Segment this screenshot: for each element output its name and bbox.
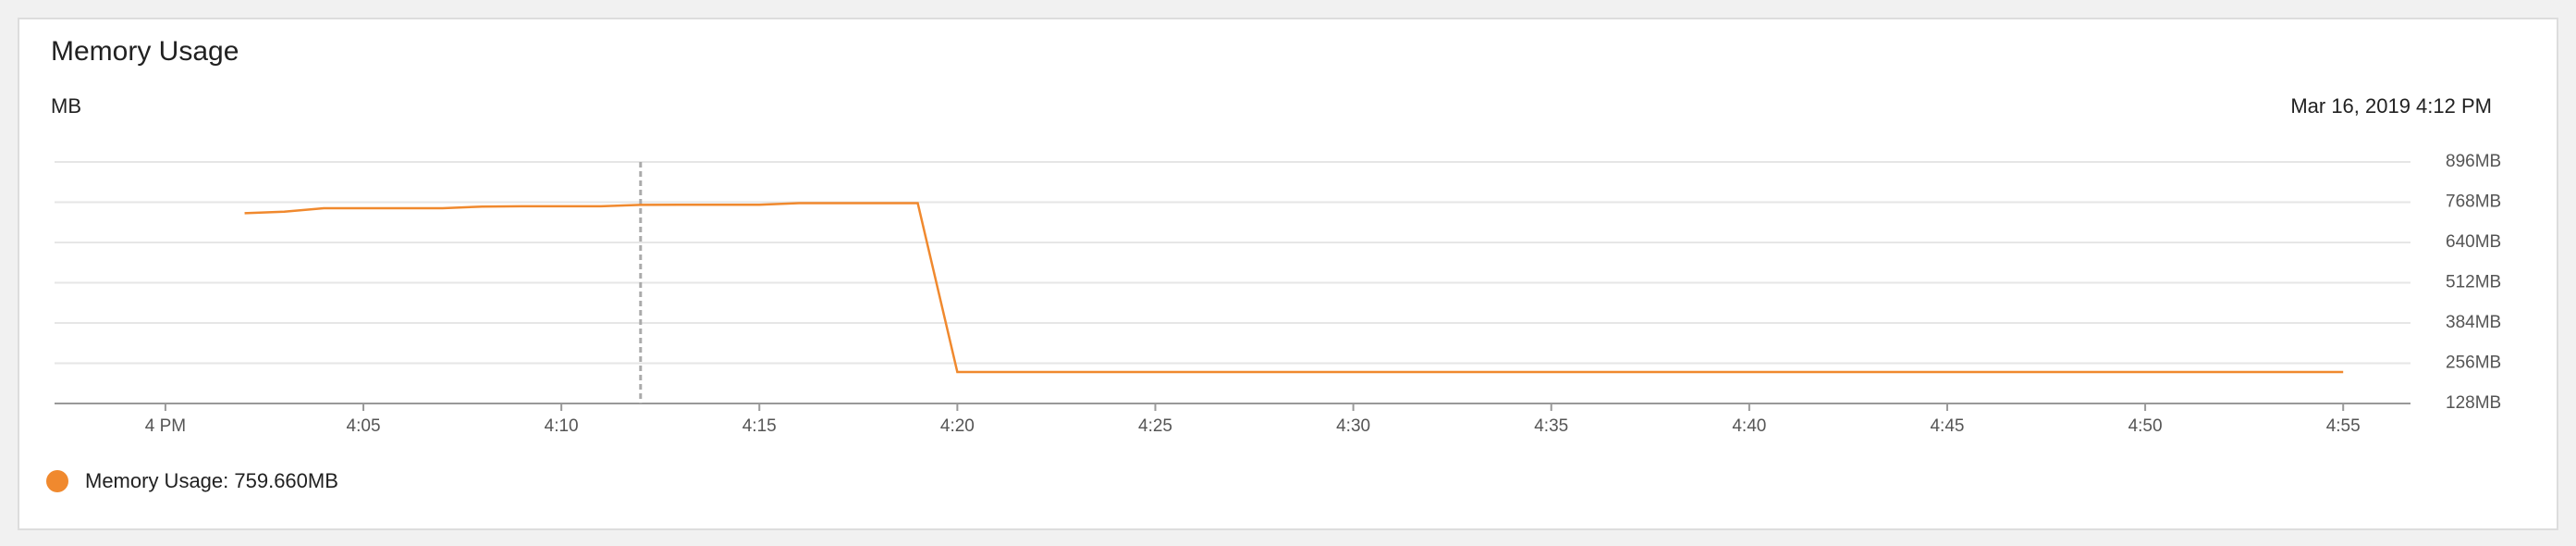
line [244, 202, 2344, 374]
x-tick-label: 4:30 [1336, 416, 1370, 436]
legend-swatch [46, 470, 68, 492]
x-tick-label: 4:25 [1138, 416, 1172, 436]
x-tick-label: 4:55 [2326, 416, 2361, 436]
card [18, 18, 2558, 530]
x-tick-label: 4:40 [1732, 416, 1766, 436]
x-tick-label: 4:50 [2128, 416, 2163, 436]
y-tick-label: 896MB [2446, 152, 2501, 171]
y-tick-label: 256MB [2446, 354, 2501, 373]
y-axis-label: MB [51, 94, 81, 118]
y-tick-label: 384MB [2446, 313, 2501, 332]
x-tick-label: 4 PM [145, 416, 186, 436]
chart-title: Memory Usage [51, 36, 239, 67]
x-tick-label: 4:10 [545, 416, 579, 436]
x-tick-label: 4:45 [1930, 416, 1964, 436]
legend-label: Memory Usage: 759.660MB [85, 469, 338, 492]
hover-date: Mar 16, 2019 4:12 PM [2290, 94, 2492, 118]
x-tick-label: 4:20 [940, 416, 975, 436]
x-tick-label: 4:05 [347, 416, 381, 436]
y-tick-label: 768MB [2446, 192, 2501, 212]
x-tick-label: 4:15 [742, 416, 777, 436]
y-tick-label: 512MB [2446, 273, 2501, 292]
y-tick-label: 640MB [2446, 232, 2501, 252]
x-tick-label: 4:35 [1534, 416, 1568, 436]
y-tick-label: 128MB [2446, 393, 2501, 413]
